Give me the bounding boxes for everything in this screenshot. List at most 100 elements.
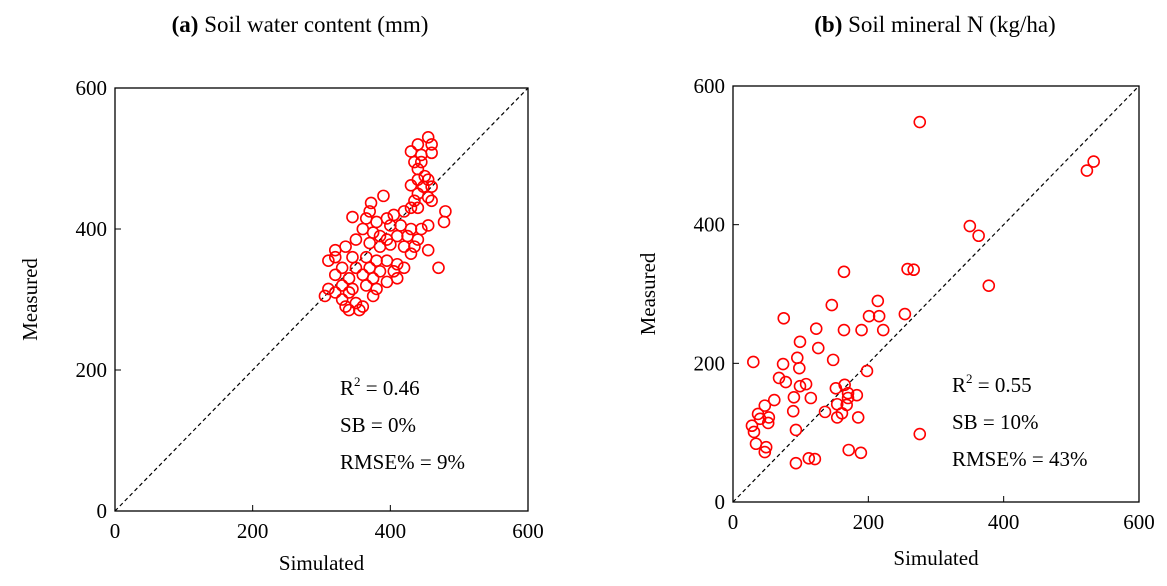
point bbox=[425, 138, 438, 151]
point bbox=[363, 205, 376, 218]
annotation-text: SB = 10% bbox=[952, 410, 1039, 434]
point bbox=[415, 155, 428, 169]
point bbox=[349, 296, 363, 310]
point bbox=[377, 189, 390, 203]
point bbox=[901, 262, 914, 276]
point bbox=[349, 233, 363, 246]
point bbox=[1087, 155, 1100, 168]
point bbox=[809, 322, 823, 335]
y-tick-label: 600 bbox=[694, 74, 726, 98]
point bbox=[837, 323, 851, 337]
point bbox=[408, 240, 421, 253]
point bbox=[356, 300, 370, 313]
point bbox=[758, 445, 772, 459]
point bbox=[860, 364, 874, 378]
point bbox=[397, 261, 411, 275]
point bbox=[777, 311, 791, 325]
point bbox=[799, 377, 813, 391]
point bbox=[411, 173, 425, 186]
point bbox=[761, 416, 775, 430]
point bbox=[370, 254, 383, 268]
point bbox=[808, 452, 822, 466]
point bbox=[366, 289, 380, 303]
annotation: R2 = 0.46 bbox=[340, 374, 420, 400]
point bbox=[397, 240, 411, 253]
point bbox=[802, 452, 816, 465]
point bbox=[786, 404, 800, 418]
point bbox=[335, 279, 349, 292]
point bbox=[370, 282, 383, 296]
point bbox=[370, 215, 383, 229]
title-label: (b) bbox=[814, 12, 842, 37]
point bbox=[387, 208, 401, 222]
point bbox=[746, 355, 760, 369]
point bbox=[373, 240, 387, 253]
point bbox=[364, 196, 378, 210]
annotation: R2 = 0.55 bbox=[952, 371, 1032, 397]
point bbox=[779, 375, 793, 389]
point bbox=[982, 279, 996, 292]
point bbox=[826, 353, 840, 367]
plot-frame bbox=[114, 87, 529, 512]
point bbox=[421, 190, 435, 204]
point bbox=[394, 219, 407, 232]
point bbox=[342, 286, 356, 299]
y-axis-label: Measured bbox=[636, 252, 660, 335]
point bbox=[346, 250, 359, 264]
point bbox=[356, 268, 370, 282]
y-tick-label: 600 bbox=[76, 76, 108, 100]
annotation-text: SB = 0% bbox=[340, 413, 416, 437]
point bbox=[830, 411, 844, 424]
point bbox=[425, 146, 438, 160]
x-tick-label: 600 bbox=[1123, 510, 1155, 534]
point bbox=[359, 212, 373, 225]
point bbox=[421, 243, 435, 257]
point bbox=[811, 341, 825, 355]
annotation-text: = 0.55 bbox=[973, 373, 1032, 397]
point bbox=[972, 229, 985, 243]
x-tick-label: 200 bbox=[237, 519, 269, 543]
point bbox=[373, 264, 387, 278]
point bbox=[401, 229, 414, 243]
point bbox=[363, 236, 376, 250]
point bbox=[318, 289, 332, 303]
point bbox=[328, 250, 342, 264]
point bbox=[747, 425, 761, 439]
point bbox=[872, 309, 886, 323]
point bbox=[328, 268, 342, 282]
annotation-text: RMSE% = 9% bbox=[340, 450, 465, 474]
annotation: RMSE% = 9% bbox=[340, 450, 465, 474]
point bbox=[342, 303, 356, 317]
point bbox=[793, 361, 806, 375]
point bbox=[404, 145, 418, 158]
point bbox=[829, 381, 843, 395]
point bbox=[850, 388, 864, 402]
point bbox=[346, 282, 359, 296]
point bbox=[913, 115, 927, 129]
point bbox=[335, 261, 349, 275]
point bbox=[322, 254, 335, 268]
x-tick-label: 0 bbox=[110, 519, 121, 543]
x-tick-label: 600 bbox=[512, 519, 544, 543]
annotation-sup: 2 bbox=[966, 371, 973, 386]
point bbox=[790, 351, 804, 365]
point bbox=[380, 212, 394, 225]
point bbox=[404, 222, 418, 236]
point bbox=[789, 423, 803, 437]
point bbox=[335, 293, 349, 306]
title-label: (a) bbox=[172, 12, 199, 37]
point bbox=[749, 437, 763, 451]
point bbox=[825, 298, 839, 312]
point bbox=[421, 219, 435, 232]
point bbox=[322, 282, 335, 296]
chart-title: (b) Soil mineral N (kg/ha) bbox=[814, 12, 1055, 37]
point bbox=[762, 411, 776, 424]
x-tick-label: 200 bbox=[853, 510, 885, 534]
point bbox=[421, 131, 435, 144]
annotation: SB = 10% bbox=[952, 410, 1039, 434]
point bbox=[907, 263, 920, 277]
point bbox=[841, 386, 855, 400]
point bbox=[380, 254, 394, 268]
y-tick-label: 400 bbox=[694, 213, 726, 237]
point bbox=[411, 233, 425, 246]
